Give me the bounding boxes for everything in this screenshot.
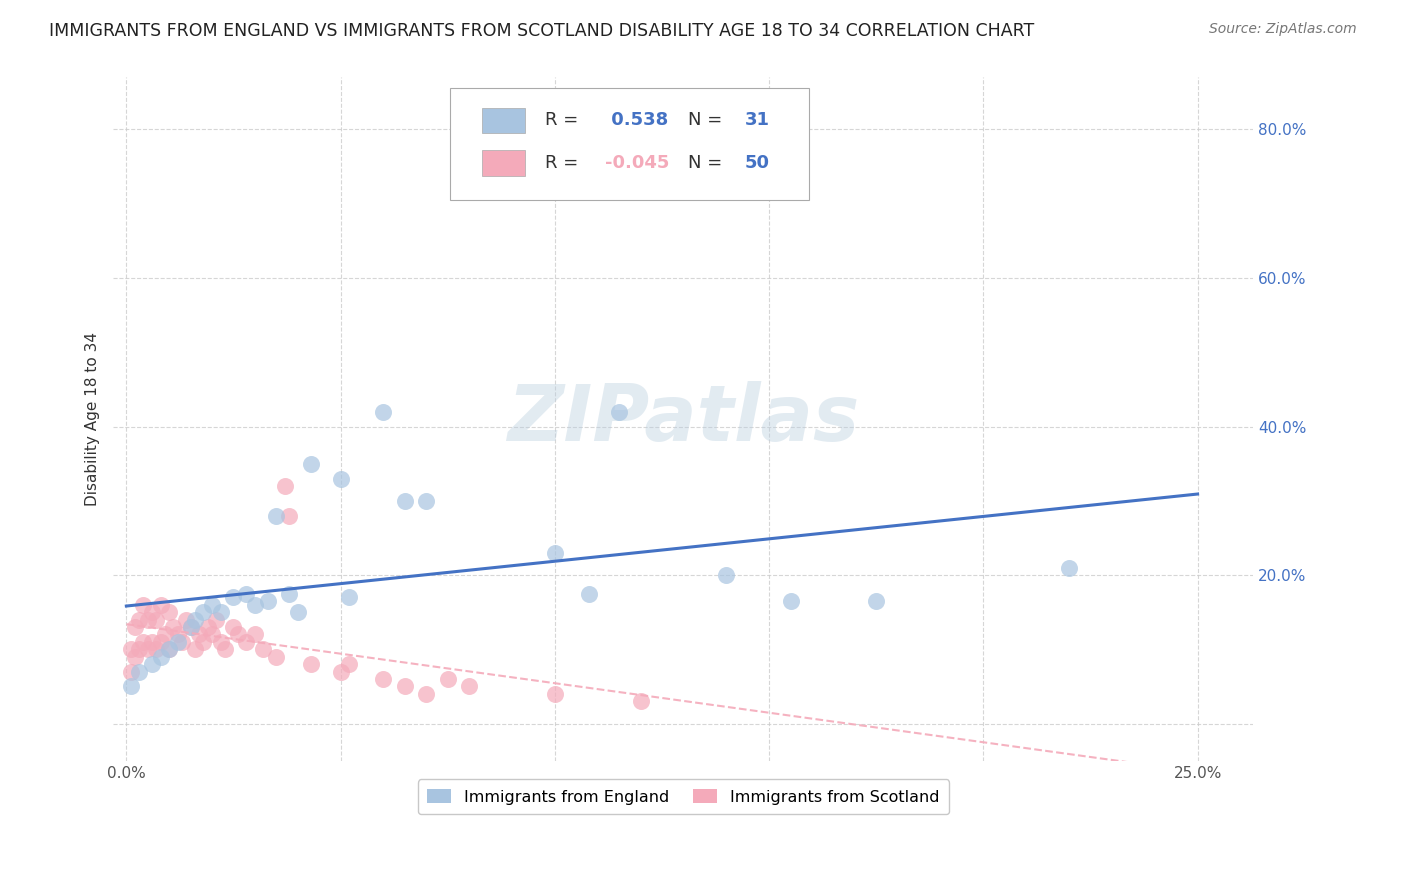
Point [166, 627, 188, 641]
Point [266, 508, 288, 523]
Point [578, 586, 600, 600]
Point [235, 586, 257, 600]
Point [157, 605, 180, 619]
Point [157, 642, 180, 657]
Point [141, 657, 163, 672]
Text: R =: R = [546, 112, 585, 129]
Point [865, 594, 887, 608]
Point [214, 642, 236, 657]
Point [157, 642, 180, 657]
Point [180, 620, 202, 634]
Point [436, 672, 458, 686]
Point [544, 687, 567, 701]
Point [256, 594, 278, 608]
Point [193, 605, 215, 619]
FancyBboxPatch shape [482, 150, 524, 176]
Point [136, 613, 159, 627]
Point [394, 493, 416, 508]
Point [222, 620, 245, 634]
Point [243, 627, 266, 641]
Point [120, 642, 142, 657]
Text: N =: N = [688, 112, 728, 129]
Point [209, 635, 232, 649]
Point [337, 591, 360, 605]
Point [188, 627, 211, 641]
Text: N =: N = [688, 153, 728, 172]
Point [153, 627, 176, 641]
Point [222, 591, 245, 605]
Point [149, 635, 172, 649]
Point [274, 479, 297, 493]
Point [1057, 560, 1080, 574]
Point [145, 642, 167, 657]
Point [373, 405, 395, 419]
Point [299, 457, 322, 471]
FancyBboxPatch shape [482, 108, 524, 134]
Point [128, 665, 150, 679]
Point [145, 613, 167, 627]
Point [201, 598, 224, 612]
Text: IMMIGRANTS FROM ENGLAND VS IMMIGRANTS FROM SCOTLAND DISABILITY AGE 18 TO 34 CORR: IMMIGRANTS FROM ENGLAND VS IMMIGRANTS FR… [49, 22, 1035, 40]
Point [166, 635, 188, 649]
Point [394, 680, 416, 694]
Text: R =: R = [546, 153, 585, 172]
Point [299, 657, 322, 672]
Point [120, 680, 142, 694]
Point [136, 642, 159, 657]
Point [779, 594, 801, 608]
Point [162, 620, 184, 634]
Text: 0.538: 0.538 [605, 112, 668, 129]
FancyBboxPatch shape [450, 87, 808, 201]
Point [243, 598, 266, 612]
Point [630, 694, 652, 708]
Point [415, 493, 437, 508]
Legend: Immigrants from England, Immigrants from Scotland: Immigrants from England, Immigrants from… [418, 780, 949, 814]
Point [201, 627, 224, 641]
Text: 50: 50 [745, 153, 770, 172]
Point [235, 635, 257, 649]
Point [128, 642, 150, 657]
Point [128, 613, 150, 627]
Point [124, 649, 146, 664]
Text: ZIPatlas: ZIPatlas [508, 381, 859, 457]
Point [120, 665, 142, 679]
Point [415, 687, 437, 701]
Point [132, 598, 155, 612]
Point [209, 605, 232, 619]
Point [197, 620, 219, 634]
Point [329, 471, 352, 485]
Point [132, 635, 155, 649]
Point [252, 642, 274, 657]
Point [278, 508, 301, 523]
Point [180, 620, 202, 634]
Text: -0.045: -0.045 [605, 153, 669, 172]
Point [170, 635, 193, 649]
Text: Source: ZipAtlas.com: Source: ZipAtlas.com [1209, 22, 1357, 37]
Point [124, 620, 146, 634]
Point [141, 635, 163, 649]
Point [607, 405, 630, 419]
Point [176, 613, 198, 627]
Point [544, 546, 567, 560]
Point [337, 657, 360, 672]
Point [149, 598, 172, 612]
Point [149, 649, 172, 664]
Point [373, 672, 395, 686]
Point [716, 568, 738, 582]
Point [193, 635, 215, 649]
Point [278, 586, 301, 600]
Point [205, 613, 228, 627]
Point [226, 627, 249, 641]
Point [184, 613, 207, 627]
Point [184, 642, 207, 657]
Point [287, 605, 309, 619]
Point [329, 665, 352, 679]
Point [141, 605, 163, 619]
Point [266, 649, 288, 664]
Point [458, 680, 481, 694]
Text: 31: 31 [745, 112, 770, 129]
Y-axis label: Disability Age 18 to 34: Disability Age 18 to 34 [86, 332, 100, 506]
